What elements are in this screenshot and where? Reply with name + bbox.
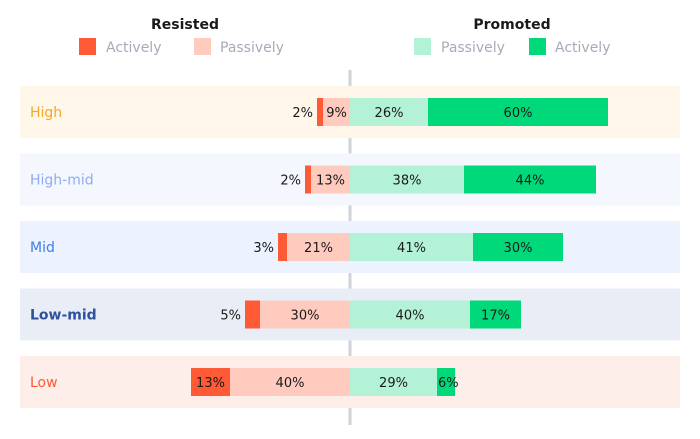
category-label: Low-mid: [30, 308, 97, 324]
data-label: 40%: [276, 376, 305, 391]
legend-label-resisted-passively: Passively: [220, 40, 284, 56]
data-label: 30%: [291, 309, 320, 324]
data-label: 29%: [379, 376, 408, 391]
bar-promoted-passively: [350, 300, 470, 329]
category-label: Low: [30, 375, 58, 391]
data-label: 3%: [253, 241, 274, 256]
bar-promoted-actively: [470, 300, 521, 329]
legend-title-promoted: Promoted: [473, 17, 550, 33]
bar-promoted-passively: [350, 368, 437, 396]
data-label: 2%: [292, 106, 313, 121]
bar-row-low: Low 40% 13% 29% 6%: [20, 356, 680, 408]
legend-label-promoted-passively: Passively: [441, 40, 505, 56]
bar-promoted-passively: [350, 233, 473, 261]
bar-resisted-actively: [245, 300, 260, 329]
bar-promoted-actively: [437, 368, 455, 396]
data-label: 44%: [516, 174, 545, 189]
data-label: 13%: [196, 376, 225, 391]
data-label: 9%: [326, 106, 347, 121]
bar-resisted-actively: [317, 98, 323, 126]
data-label: 40%: [396, 309, 425, 324]
data-label: 13%: [316, 174, 345, 189]
bar-resisted-passively: [260, 300, 350, 329]
data-label: 41%: [397, 241, 426, 256]
data-label: 17%: [481, 309, 510, 324]
bar-row-high: High 9% 2% 26% 60%: [20, 86, 680, 138]
category-label: Mid: [30, 240, 55, 256]
bar-row-low-mid: Low-mid 30% 5% 40% 17%: [20, 288, 680, 341]
data-label: 60%: [504, 106, 533, 121]
legend-label-resisted-actively: Actively: [106, 40, 161, 56]
bar-resisted-passively: [287, 233, 350, 261]
data-label: 6%: [438, 376, 459, 391]
bar-promoted-actively: [464, 165, 596, 194]
data-label: 26%: [375, 106, 404, 121]
legend-swatch-promoted-actively: [529, 38, 546, 55]
bar-resisted-passively: [311, 165, 350, 194]
bar-promoted-actively: [473, 233, 563, 261]
bar-resisted-actively: [191, 368, 230, 396]
data-label: 2%: [280, 174, 301, 189]
legend-swatch-resisted-passively: [194, 38, 211, 55]
bar-row-high-mid: High-mid 13% 2% 38% 44%: [20, 153, 680, 206]
legend-swatch-resisted-actively: [79, 38, 96, 55]
data-label: 38%: [393, 174, 422, 189]
data-label: 5%: [220, 309, 241, 324]
data-label: 30%: [504, 241, 533, 256]
bar-promoted-actively: [428, 98, 608, 126]
bar-resisted-actively: [305, 165, 311, 194]
category-label: High: [30, 105, 62, 121]
legend: Resisted Promoted Actively Passively Pas…: [79, 17, 610, 56]
bar-promoted-passively: [350, 165, 464, 194]
data-label: 21%: [304, 241, 333, 256]
bar-resisted-actively: [278, 233, 287, 261]
bar-resisted-passively: [323, 98, 350, 126]
bar-resisted-passively: [230, 368, 350, 396]
bar-promoted-passively: [350, 98, 428, 126]
legend-label-promoted-actively: Actively: [555, 40, 610, 56]
bar-row-mid: Mid 21% 3% 41% 30%: [20, 221, 680, 273]
legend-title-resisted: Resisted: [151, 17, 219, 33]
category-label: High-mid: [30, 173, 94, 189]
legend-swatch-promoted-passively: [414, 38, 431, 55]
